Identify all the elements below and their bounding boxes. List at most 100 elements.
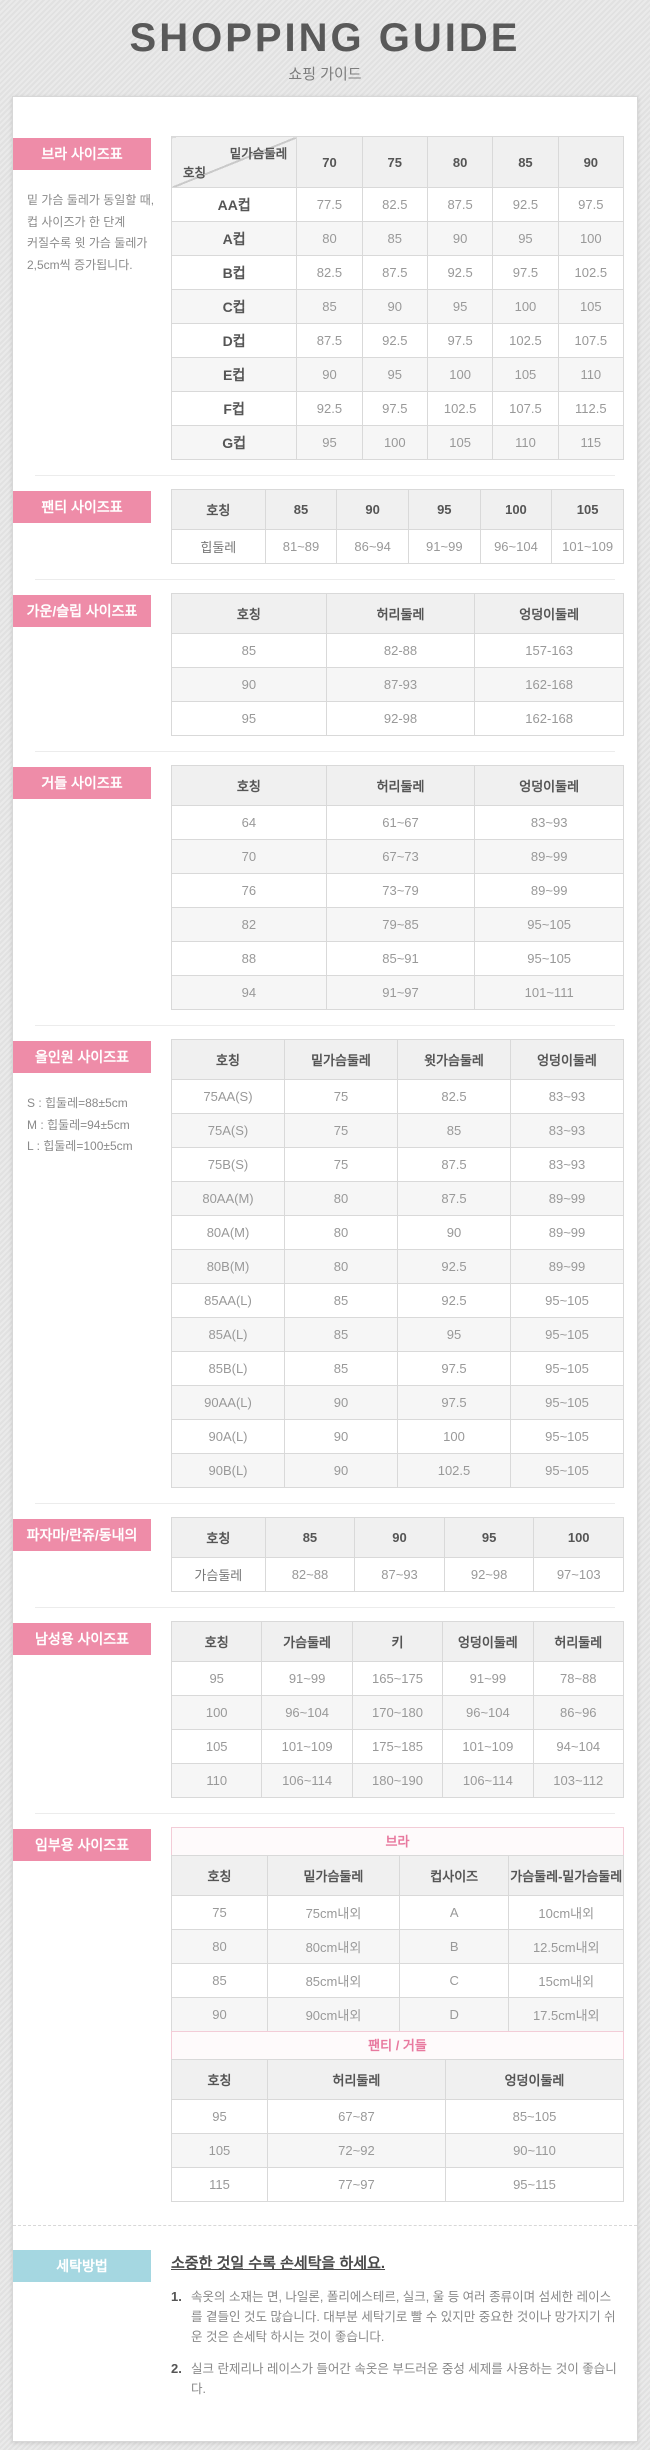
- table-cell: 101~109: [551, 529, 624, 564]
- table-cell: 105: [492, 357, 559, 392]
- table-cell: 102.5: [426, 391, 494, 426]
- panty-size-table: 호칭 85 90 95 100 105 힙둘레 81~89 86~94 91~99 96~104 10…: [171, 489, 624, 564]
- table-row: 64 61~67 83~93: [171, 805, 624, 840]
- table-cell: 87.5: [397, 1147, 511, 1182]
- mens-table-column: 호칭 가슴둘레 키 엉덩이둘레 허리둘레 95 91~99 165~175 91~99 78~88…: [170, 1621, 625, 1798]
- row-header-cell: 64: [171, 805, 327, 840]
- row-header-cell: 가슴둘레: [171, 1557, 266, 1592]
- table-cell: 115: [557, 425, 625, 460]
- gown-table-column: 호칭 허리둘레 엉덩이둘레 85 82-88 157-163 90 87-93 162-168 9…: [171, 593, 624, 736]
- table-cell: 110: [557, 357, 625, 392]
- table-cell: 107.5: [492, 391, 559, 426]
- row-header-cell: 94: [171, 975, 327, 1010]
- column-header: 호칭: [171, 1039, 285, 1080]
- column-header: 90: [557, 136, 625, 188]
- table-cell: 105: [426, 425, 494, 460]
- column-header: 엉덩이둘레: [474, 765, 624, 806]
- table-cell: 95: [397, 1317, 511, 1352]
- table-row: 90A(L) 90 100 95~105: [171, 1419, 624, 1454]
- table-row: 85AA(L) 85 92.5 95~105: [171, 1283, 624, 1318]
- row-header-cell: D컵: [170, 323, 298, 358]
- row-header-cell: 90A(L): [171, 1419, 285, 1454]
- row-header-cell: 힙둘레: [171, 529, 266, 564]
- maternity-bra-size-table: 호칭 밑가슴둘레 컵사이즈 가슴둘레-밑가슴둘레 75 75cm내외 A 10cm내외 80 80…: [171, 1855, 624, 2032]
- table-cell: 95: [296, 425, 363, 460]
- table-cell: 100: [557, 221, 625, 256]
- table-cell: 95~105: [474, 907, 624, 942]
- column-header: 호칭: [170, 1621, 263, 1662]
- column-header: 100: [533, 1517, 624, 1558]
- bra-section-left-column: 브라 사이즈표 밑 가슴 둘레가 동일할 때, 컵 사이즈가 한 단계 커질수록…: [13, 136, 171, 276]
- table-cell: 89~99: [510, 1249, 624, 1284]
- table-cell: 85: [361, 221, 428, 256]
- table-row: B컵 82.5 87.5 92.5 97.5 102.5: [170, 255, 625, 290]
- column-header: 90: [336, 489, 409, 530]
- table-cell: D: [398, 1997, 510, 2032]
- table-cell: 95: [426, 289, 494, 324]
- table-cell: 75cm내외: [266, 1895, 400, 1930]
- pajama-size-table: 호칭 85 90 95 100 가슴둘레 82~88 87~93 92~98 97~103: [171, 1517, 624, 1592]
- allinone-size-table: 호칭 밑가슴둘레 윗가슴둘레 엉덩이둘레 75AA(S) 75 82.5 83~93 75A(S…: [171, 1039, 624, 1488]
- table-cell: 79~85: [325, 907, 476, 942]
- row-header-cell: 70: [171, 839, 327, 874]
- section-mens-size: 남성용 사이즈표 호칭 가슴둘레 키 엉덩이둘레 허리둘레 95 91~99 165~175 9…: [13, 1608, 637, 1813]
- pajama-table-column: 호칭 85 90 95 100 가슴둘레 82~88 87~93 92~98 97~103: [171, 1517, 624, 1592]
- table-cell: 82~88: [264, 1557, 356, 1592]
- row-header-cell: 80A(M): [171, 1215, 285, 1250]
- table-cell: 90~110: [444, 2133, 625, 2168]
- column-header: 호칭: [171, 489, 266, 530]
- table-cell: 95: [492, 221, 559, 256]
- section-divider: [35, 1503, 615, 1504]
- table-cell: 91~99: [407, 529, 481, 564]
- table-cell: 100: [426, 357, 494, 392]
- table-cell: 95~115: [444, 2167, 625, 2202]
- table-cell: 94~104: [532, 1729, 625, 1764]
- row-header-cell: G컵: [170, 425, 298, 460]
- table-cell: 90: [284, 1453, 398, 1488]
- row-header-cell: 80AA(M): [171, 1181, 285, 1216]
- table-header-row: 호칭 허리둘레 엉덩이둘레: [171, 2059, 625, 2100]
- table-row: 82 79~85 95~105: [171, 907, 624, 942]
- table-cell: 100: [397, 1419, 511, 1454]
- table-cell: 105: [557, 289, 625, 324]
- table-cell: 87.5: [426, 187, 494, 222]
- table-cell: 96~104: [261, 1695, 353, 1730]
- table-cell: 95~105: [510, 1453, 624, 1488]
- column-header: 85: [492, 136, 559, 188]
- table-row: 110 106~114 180~190 106~114 103~112: [170, 1763, 625, 1798]
- row-header-cell: E컵: [170, 357, 298, 392]
- panty-table-column: 호칭 85 90 95 100 105 힙둘레 81~89 86~94 91~99 96~104 10…: [171, 489, 624, 564]
- table-row: A컵 80 85 90 95 100: [170, 221, 625, 256]
- row-header-cell: 75B(S): [171, 1147, 285, 1182]
- table-cell: 17.5cm내외: [508, 1997, 624, 2032]
- column-header: 허리둘레: [532, 1621, 625, 1662]
- section-divider: [35, 751, 615, 752]
- row-header-cell: F컵: [170, 391, 298, 426]
- allinone-section-left-column: 올인원 사이즈표 S : 힙둘레=88±5cm M : 힙둘레=94±5cm L…: [13, 1039, 171, 1158]
- pajama-section-label: 파자마/란쥬/동내의: [13, 1519, 151, 1551]
- section-pajama-size: 파자마/란쥬/동내의 호칭 85 90 95 100 가슴둘레 82~88 87~93 92~9…: [13, 1504, 637, 1607]
- table-cell: 103~112: [532, 1763, 625, 1798]
- table-row: 115 77~97 95~115: [171, 2167, 625, 2202]
- column-header: 100: [479, 489, 553, 530]
- table-row: 75A(S) 75 85 83~93: [171, 1113, 624, 1148]
- table-cell: 75: [284, 1113, 398, 1148]
- girdle-section-label: 거들 사이즈표: [13, 767, 151, 799]
- table-row: 90B(L) 90 102.5 95~105: [171, 1453, 624, 1488]
- table-cell: 180~190: [351, 1763, 444, 1798]
- table-row: 85 82-88 157-163: [171, 633, 624, 668]
- row-header-cell: 75AA(S): [171, 1079, 285, 1114]
- table-cell: 83~93: [510, 1079, 624, 1114]
- row-header-cell: 95: [171, 701, 327, 736]
- table-cell: 82-88: [325, 633, 476, 668]
- table-cell: 100: [492, 289, 559, 324]
- table-cell: 97.5: [557, 187, 625, 222]
- girdle-table-column: 호칭 허리둘레 엉덩이둘레 64 61~67 83~93 70 67~73 89~99 76 73~…: [171, 765, 624, 1010]
- table-row: 90 90cm내외 D 17.5cm내외: [171, 1997, 624, 2032]
- row-header-cell: 80B(M): [171, 1249, 285, 1284]
- note-line: 컵 사이즈가 한 단계: [27, 214, 126, 229]
- table-header-row: 밑가슴둘레 호칭 70 75 80 85 90: [170, 136, 625, 188]
- column-header: 밑가슴둘레: [284, 1039, 398, 1080]
- column-header: 가슴둘레: [261, 1621, 353, 1662]
- bra-table-column: 밑가슴둘레 호칭 70 75 80 85 90 AA컵 77.5 82.5 87.5 92.5 97.5…: [170, 136, 625, 460]
